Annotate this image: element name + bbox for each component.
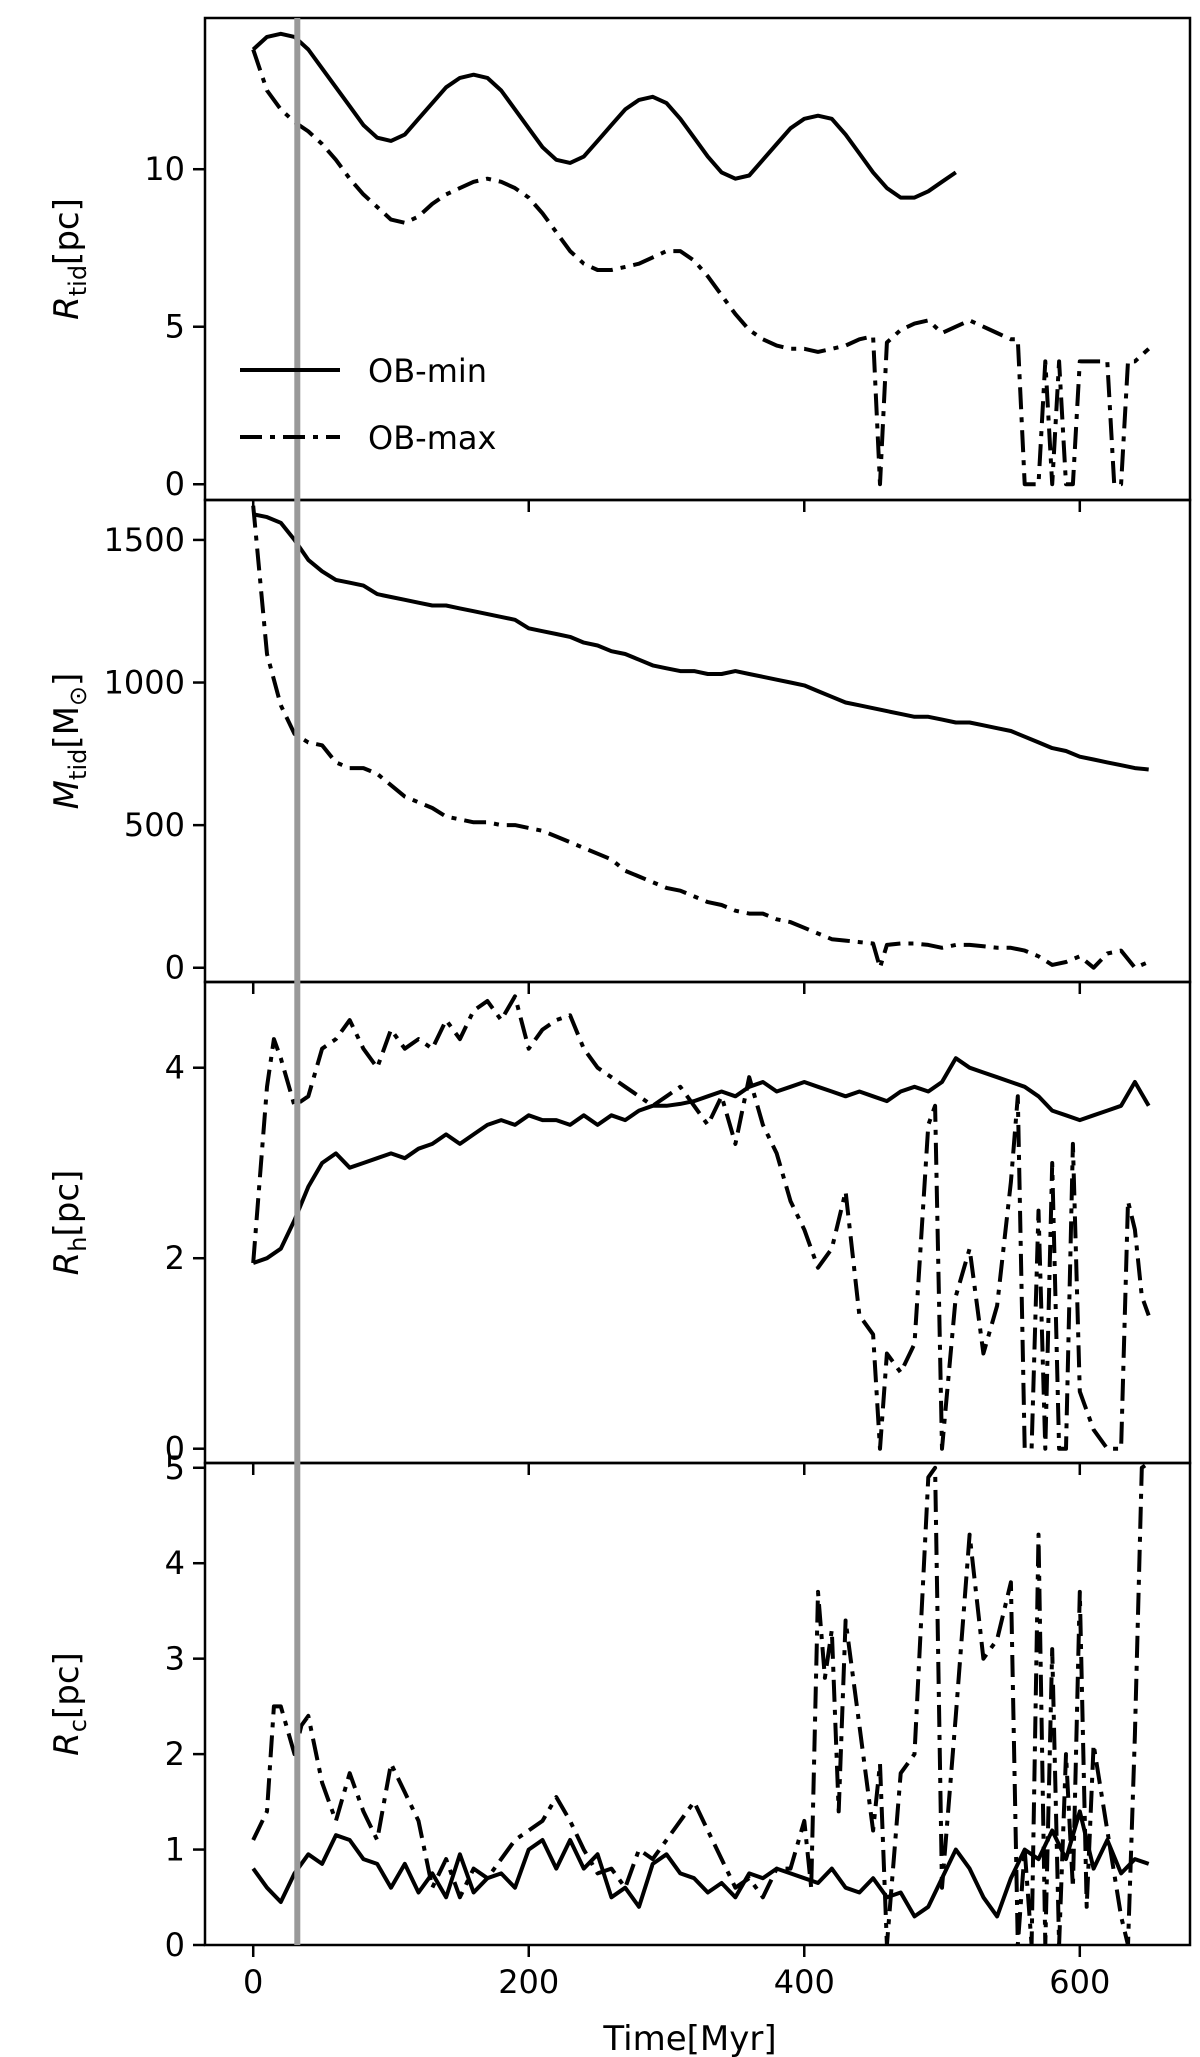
series-line-ob-min [251, 1809, 1150, 1919]
y-tick-label-rc-1: 1 [165, 1831, 185, 1869]
series-group-rtid [251, 31, 1151, 487]
y-tick-label-rtid-10: 10 [144, 150, 185, 188]
x-tick-label-200: 200 [498, 1963, 559, 2001]
series-line-ob-min [252, 512, 1149, 772]
x-tick-label-400: 400 [774, 1963, 835, 2001]
y-tick-label-rh-4: 4 [165, 1049, 185, 1087]
chart-panels: 0510Rtid[pc]050010001500Mtid[M⊙]024Rh[pc… [47, 16, 1192, 2001]
y-axis-label-mtid: Mtid[M⊙] [47, 673, 92, 810]
y-axis-label-rc: Rc[pc] [47, 1652, 92, 1756]
y-tick-label-rc-0: 0 [165, 1926, 185, 1964]
legend-label-ob-max: OB-max [368, 419, 496, 457]
series-group-rh [251, 994, 1151, 1451]
series-line-ob-min [251, 31, 957, 200]
series-line-ob-max [251, 1463, 1150, 1945]
y-tick-label-rc-4: 4 [165, 1544, 185, 1582]
y-tick-label-rc-3: 3 [165, 1640, 185, 1678]
panel-rh: 0 2 4 Rh[pc] [47, 980, 1192, 1475]
y-axis-label-rtid: Rtid[pc] [47, 198, 92, 320]
series-line-ob-max [251, 48, 1151, 487]
y-tick-label-mtid-500: 500 [124, 806, 185, 844]
panel-frame-rtid [203, 16, 1192, 502]
legend-label-ob-min: OB-min [368, 352, 487, 390]
panel-frame-rc [203, 1461, 1192, 1947]
y-tick-label-rc-5: 5 [165, 1449, 185, 1487]
series-line-ob-max [251, 994, 1151, 1451]
legend: OB-min OB-max [240, 352, 496, 457]
y-tick-label-rtid-0: 0 [165, 465, 185, 503]
x-tick-label-0: 0 [243, 1963, 263, 2001]
y-tick-label-rtid-5: 5 [165, 308, 185, 346]
series-group-rc [251, 1463, 1150, 1945]
series-line-ob-min [252, 1056, 1151, 1265]
series-group-mtid [251, 505, 1150, 970]
y-tick-label-mtid-1000: 1000 [104, 664, 185, 702]
y-axis-label-rh: Rh[pc] [47, 1170, 92, 1276]
x-axis-label: Time[Myr] [602, 2019, 776, 2057]
x-tick-label-600: 600 [1049, 1963, 1110, 2001]
y-tick-label-rh-2: 2 [165, 1239, 185, 1277]
y-tick-label-rh-0: 0 [165, 1430, 185, 1468]
panel-frame-mtid [203, 498, 1192, 984]
panel-mtid: 0 500 1000 1500 Mtid[M⊙] [47, 498, 1192, 994]
panel-rc: 0 1 2 3 4 5 0 200 400 600 Rc[pc] [47, 1449, 1192, 2001]
series-line-ob-max [251, 505, 1150, 970]
y-tick-label-rc-2: 2 [165, 1735, 185, 1773]
y-tick-label-mtid-1500: 1500 [104, 521, 185, 559]
panel-rtid: 0 5 10 Rtid[pc] [47, 16, 1192, 512]
y-tick-label-mtid-0: 0 [165, 949, 185, 987]
